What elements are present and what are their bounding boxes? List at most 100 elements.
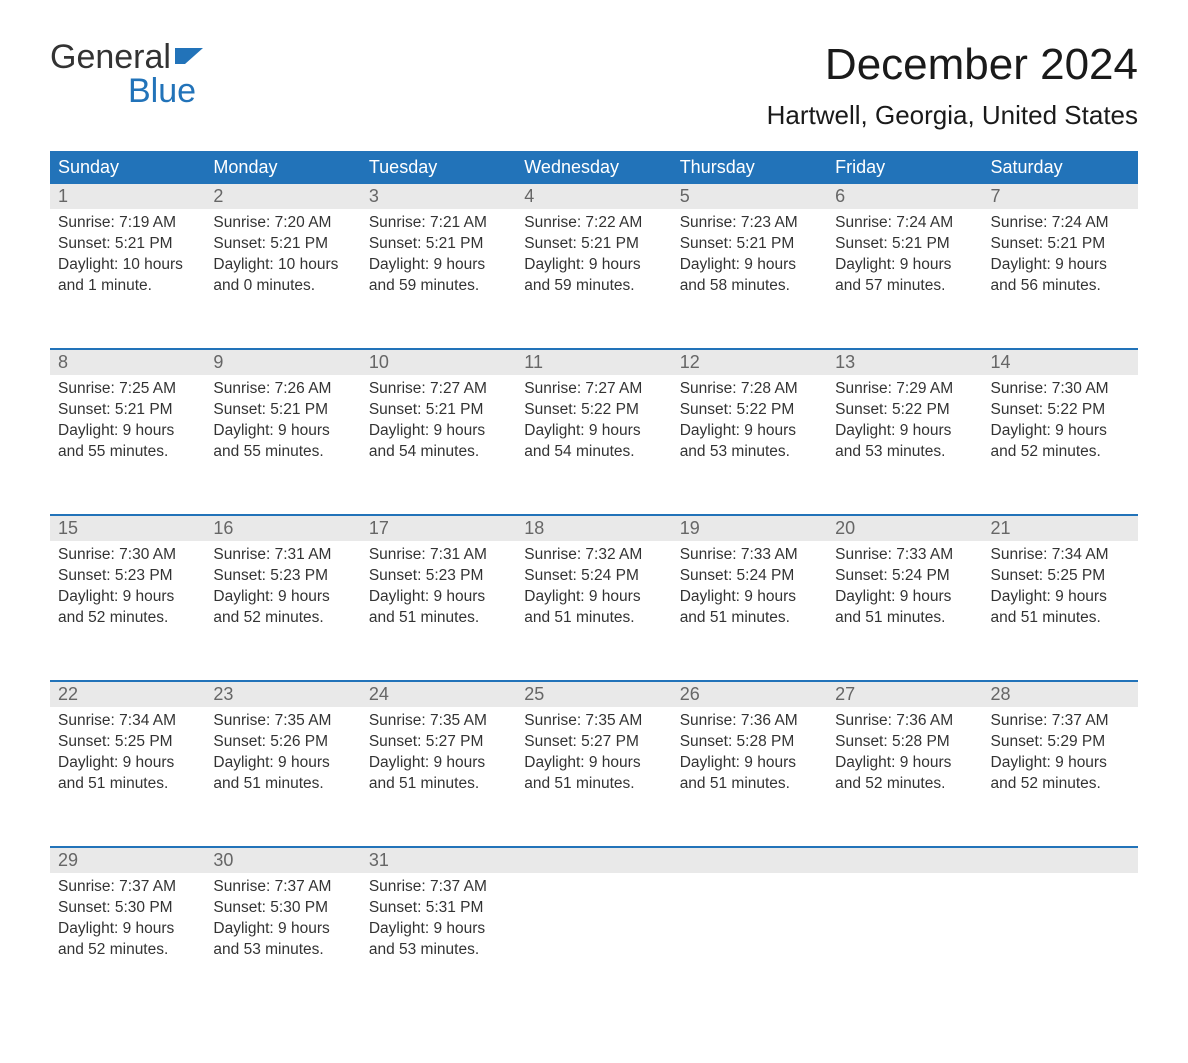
day-sr: Sunrise: 7:34 AM [991,545,1130,566]
day-number-cell: 18 [516,515,671,541]
day-number-cell: 19 [672,515,827,541]
day-d2: and 54 minutes. [369,442,508,463]
day-d1: Daylight: 9 hours [524,587,663,608]
day-ss: Sunset: 5:27 PM [369,732,508,753]
day-d1: Daylight: 9 hours [524,255,663,276]
day-ss: Sunset: 5:21 PM [213,234,352,255]
day-d1: Daylight: 9 hours [213,587,352,608]
day-sr: Sunrise: 7:26 AM [213,379,352,400]
day-sr: Sunrise: 7:31 AM [369,545,508,566]
day-sr: Sunrise: 7:27 AM [524,379,663,400]
day-d2: and 56 minutes. [991,276,1130,297]
day-cell: Sunrise: 7:31 AMSunset: 5:23 PMDaylight:… [361,541,516,681]
weekday-header: Sunday [50,151,205,184]
day-ss: Sunset: 5:21 PM [835,234,974,255]
day-d2: and 57 minutes. [835,276,974,297]
day-d2: and 59 minutes. [369,276,508,297]
day-sr: Sunrise: 7:30 AM [58,545,197,566]
day-ss: Sunset: 5:28 PM [680,732,819,753]
day-d2: and 51 minutes. [524,608,663,629]
day-number-cell: 2 [205,184,360,209]
day-cell: Sunrise: 7:34 AMSunset: 5:25 PMDaylight:… [50,707,205,847]
day-ss: Sunset: 5:30 PM [58,898,197,919]
day-number-cell: 25 [516,681,671,707]
day-cell: Sunrise: 7:35 AMSunset: 5:26 PMDaylight:… [205,707,360,847]
day-sr: Sunrise: 7:32 AM [524,545,663,566]
day-sr: Sunrise: 7:25 AM [58,379,197,400]
day-sr: Sunrise: 7:37 AM [58,877,197,898]
day-sr: Sunrise: 7:30 AM [991,379,1130,400]
day-d2: and 58 minutes. [680,276,819,297]
day-d2: and 52 minutes. [835,774,974,795]
day-sr: Sunrise: 7:37 AM [991,711,1130,732]
day-number-cell: 21 [983,515,1138,541]
day-d2: and 0 minutes. [213,276,352,297]
day-sr: Sunrise: 7:33 AM [680,545,819,566]
weekday-header: Thursday [672,151,827,184]
day-d1: Daylight: 9 hours [369,255,508,276]
day-cell: Sunrise: 7:36 AMSunset: 5:28 PMDaylight:… [827,707,982,847]
day-d1: Daylight: 9 hours [369,753,508,774]
day-sr: Sunrise: 7:36 AM [680,711,819,732]
day-ss: Sunset: 5:21 PM [213,400,352,421]
day-d1: Daylight: 9 hours [680,587,819,608]
day-d2: and 53 minutes. [213,940,352,961]
day-cell: Sunrise: 7:27 AMSunset: 5:22 PMDaylight:… [516,375,671,515]
day-d2: and 55 minutes. [213,442,352,463]
weekday-header: Saturday [983,151,1138,184]
day-d1: Daylight: 9 hours [835,421,974,442]
day-number-cell: 12 [672,349,827,375]
day-sr: Sunrise: 7:33 AM [835,545,974,566]
day-number-cell: 3 [361,184,516,209]
day-cell [516,873,671,1013]
day-ss: Sunset: 5:22 PM [680,400,819,421]
day-cell: Sunrise: 7:21 AMSunset: 5:21 PMDaylight:… [361,209,516,349]
day-number-cell: 31 [361,847,516,873]
logo-text-bottom: Blue [50,74,207,108]
day-number-cell: 10 [361,349,516,375]
day-d1: Daylight: 9 hours [991,421,1130,442]
day-number-cell [827,847,982,873]
day-d2: and 59 minutes. [524,276,663,297]
day-number-cell [516,847,671,873]
day-d1: Daylight: 9 hours [835,255,974,276]
weekday-header: Wednesday [516,151,671,184]
day-ss: Sunset: 5:21 PM [680,234,819,255]
day-number-cell: 26 [672,681,827,707]
title-block: December 2024 Hartwell, Georgia, United … [767,40,1138,143]
day-d2: and 53 minutes. [369,940,508,961]
day-cell: Sunrise: 7:30 AMSunset: 5:22 PMDaylight:… [983,375,1138,515]
day-d2: and 51 minutes. [524,774,663,795]
day-d2: and 51 minutes. [58,774,197,795]
day-ss: Sunset: 5:25 PM [991,566,1130,587]
day-cell: Sunrise: 7:35 AMSunset: 5:27 PMDaylight:… [361,707,516,847]
day-ss: Sunset: 5:21 PM [991,234,1130,255]
day-number-cell [672,847,827,873]
day-d2: and 52 minutes. [58,608,197,629]
day-number-cell: 22 [50,681,205,707]
day-d2: and 51 minutes. [369,608,508,629]
day-sr: Sunrise: 7:24 AM [991,213,1130,234]
day-number-cell: 17 [361,515,516,541]
day-d1: Daylight: 9 hours [991,255,1130,276]
calendar-body: 1234567Sunrise: 7:19 AMSunset: 5:21 PMDa… [50,184,1138,1013]
day-d1: Daylight: 9 hours [369,587,508,608]
day-d2: and 53 minutes. [680,442,819,463]
day-number-cell [983,847,1138,873]
day-d1: Daylight: 9 hours [991,753,1130,774]
day-sr: Sunrise: 7:35 AM [213,711,352,732]
day-ss: Sunset: 5:28 PM [835,732,974,753]
day-sr: Sunrise: 7:29 AM [835,379,974,400]
day-cell: Sunrise: 7:34 AMSunset: 5:25 PMDaylight:… [983,541,1138,681]
day-cell: Sunrise: 7:37 AMSunset: 5:30 PMDaylight:… [50,873,205,1013]
day-cell [672,873,827,1013]
calendar-table: SundayMondayTuesdayWednesdayThursdayFrid… [50,151,1138,1013]
day-sr: Sunrise: 7:37 AM [213,877,352,898]
day-cell: Sunrise: 7:30 AMSunset: 5:23 PMDaylight:… [50,541,205,681]
day-ss: Sunset: 5:24 PM [680,566,819,587]
day-ss: Sunset: 5:21 PM [524,234,663,255]
day-cell: Sunrise: 7:24 AMSunset: 5:21 PMDaylight:… [983,209,1138,349]
day-d1: Daylight: 9 hours [835,587,974,608]
day-number-cell: 29 [50,847,205,873]
day-d1: Daylight: 9 hours [213,919,352,940]
